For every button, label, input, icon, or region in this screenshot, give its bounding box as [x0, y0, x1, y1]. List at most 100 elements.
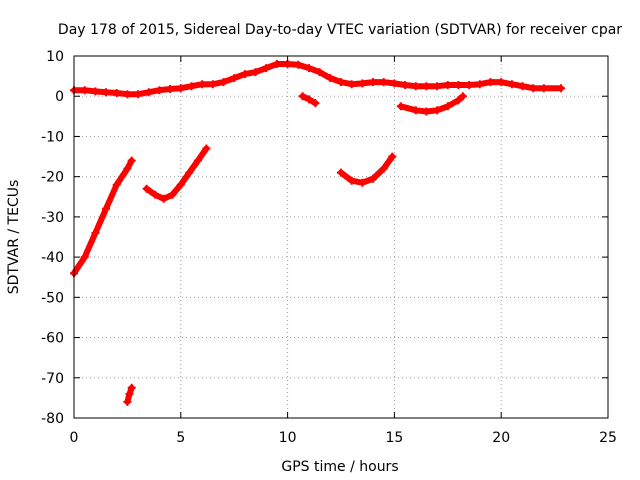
data-point-marker	[443, 81, 452, 89]
data-point-marker	[454, 96, 463, 105]
data-point-marker	[208, 80, 217, 89]
data-point-marker	[369, 78, 377, 87]
tick-layer	[73, 55, 609, 419]
y-tick-label: 10	[46, 49, 64, 65]
data-point-marker	[112, 89, 121, 97]
data-point-marker	[251, 68, 260, 77]
data-point-marker	[347, 80, 356, 89]
y-tick-label: -20	[41, 170, 64, 186]
data-point-marker	[185, 168, 194, 177]
grid-layer	[74, 56, 608, 418]
data-point-marker	[272, 60, 281, 68]
y-tick-label: 0	[55, 89, 64, 105]
data-point-marker	[518, 82, 527, 91]
data-point-marker	[219, 78, 228, 87]
y-tick-label: -70	[41, 371, 64, 387]
data-point-marker	[127, 383, 136, 392]
data-point-marker	[507, 80, 516, 89]
y-tick-label: -40	[41, 250, 64, 266]
plot-frame	[73, 55, 609, 419]
data-point-marker	[198, 80, 207, 89]
data-point-marker	[155, 86, 164, 95]
data-point-marker	[262, 64, 271, 73]
x-tick-label: 0	[70, 430, 79, 446]
data-point-marker	[396, 102, 405, 111]
data-point-marker	[176, 180, 185, 189]
data-point-marker	[102, 88, 110, 97]
data-point-marker	[294, 60, 303, 69]
data-point-marker	[311, 99, 320, 108]
series-arc-main-top	[71, 61, 564, 98]
data-point-marker	[202, 144, 211, 153]
data-point-marker	[91, 87, 100, 96]
data-point-marker	[166, 85, 175, 93]
x-tick-label: 10	[279, 430, 297, 446]
data-point-marker	[315, 68, 324, 77]
data-point-marker	[557, 84, 565, 93]
data-point-marker	[388, 152, 397, 161]
data-point-marker	[422, 107, 431, 116]
data-point-marker	[187, 82, 196, 91]
data-point-marker	[240, 70, 249, 79]
data-point-marker	[125, 389, 134, 398]
data-point-marker	[379, 164, 388, 173]
data-point-marker	[379, 78, 388, 87]
data-point-marker	[168, 190, 177, 199]
data-point-marker	[411, 106, 420, 115]
label-layer: 0 5 10 15 20 25 10 0 -10 -20 -30 -40 -50 -60 -70 -80	[41, 49, 617, 446]
data-point-marker	[159, 194, 168, 203]
x-tick-label: 25	[599, 430, 617, 446]
data-point-marker	[144, 88, 153, 97]
data-point-marker	[112, 180, 121, 189]
chart-title: Day 178 of 2015, Sidereal Day-to-day VTE…	[58, 22, 622, 38]
data-point-marker	[433, 106, 442, 115]
x-tick-label: 15	[385, 430, 403, 446]
data-point-marker	[91, 229, 100, 237]
y-tick-label: -10	[41, 129, 64, 145]
y-tick-label: -60	[41, 331, 64, 347]
data-point-marker	[486, 78, 495, 87]
data-point-marker	[80, 86, 89, 95]
data-point-marker	[539, 84, 548, 93]
data-point-marker	[454, 81, 463, 89]
data-point-marker	[123, 90, 132, 99]
y-tick-label: -80	[41, 411, 64, 427]
data-point-marker	[347, 176, 356, 185]
data-point-marker	[433, 82, 442, 91]
data-point-marker	[123, 164, 132, 173]
y-tick-label: -50	[41, 290, 64, 306]
data-point-marker	[176, 84, 185, 93]
data-point-marker	[443, 102, 452, 111]
data-point-marker	[358, 178, 367, 187]
data-point-marker	[411, 82, 420, 91]
data-point-marker	[102, 204, 110, 213]
y-axis-title: SDTVAR / TECUs	[6, 180, 22, 295]
data-point-marker	[337, 78, 345, 87]
series-layer	[70, 60, 565, 406]
data-point-marker	[151, 190, 160, 199]
data-point-marker	[422, 82, 431, 91]
data-point-marker	[369, 174, 377, 183]
x-axis-title: GPS time / hours	[281, 459, 398, 475]
data-point-marker	[193, 156, 202, 165]
data-point-marker	[326, 74, 335, 83]
data-point-marker	[390, 79, 399, 88]
y-tick-label: -30	[41, 210, 64, 226]
data-point-marker	[298, 92, 307, 101]
data-point-marker	[475, 80, 484, 89]
series-arc-u-13h	[338, 153, 396, 186]
x-tick-label: 20	[492, 430, 510, 446]
data-point-marker	[80, 253, 89, 262]
data-point-marker	[127, 156, 136, 165]
data-point-marker	[358, 79, 367, 88]
data-point-marker	[337, 168, 345, 177]
data-point-marker	[401, 81, 410, 89]
data-point-marker	[142, 184, 151, 193]
series-arc-shallow-16h	[397, 93, 466, 115]
data-point-marker	[305, 64, 313, 73]
data-point-marker	[134, 90, 143, 99]
data-point-marker	[465, 81, 474, 89]
data-point-marker	[529, 84, 538, 93]
data-point-marker	[458, 92, 467, 101]
